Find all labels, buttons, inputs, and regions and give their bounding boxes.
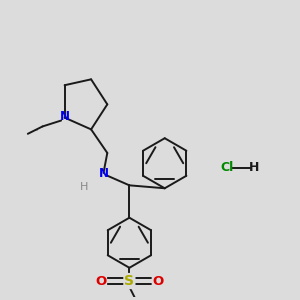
Text: N: N [60, 110, 70, 123]
Text: methyl: methyl [34, 129, 39, 130]
Text: H: H [80, 182, 88, 192]
Text: O: O [152, 274, 164, 287]
Text: O: O [95, 274, 106, 287]
Text: Cl: Cl [220, 161, 233, 174]
Text: S: S [124, 274, 134, 288]
Text: N: N [98, 167, 109, 180]
Text: H: H [249, 161, 260, 174]
